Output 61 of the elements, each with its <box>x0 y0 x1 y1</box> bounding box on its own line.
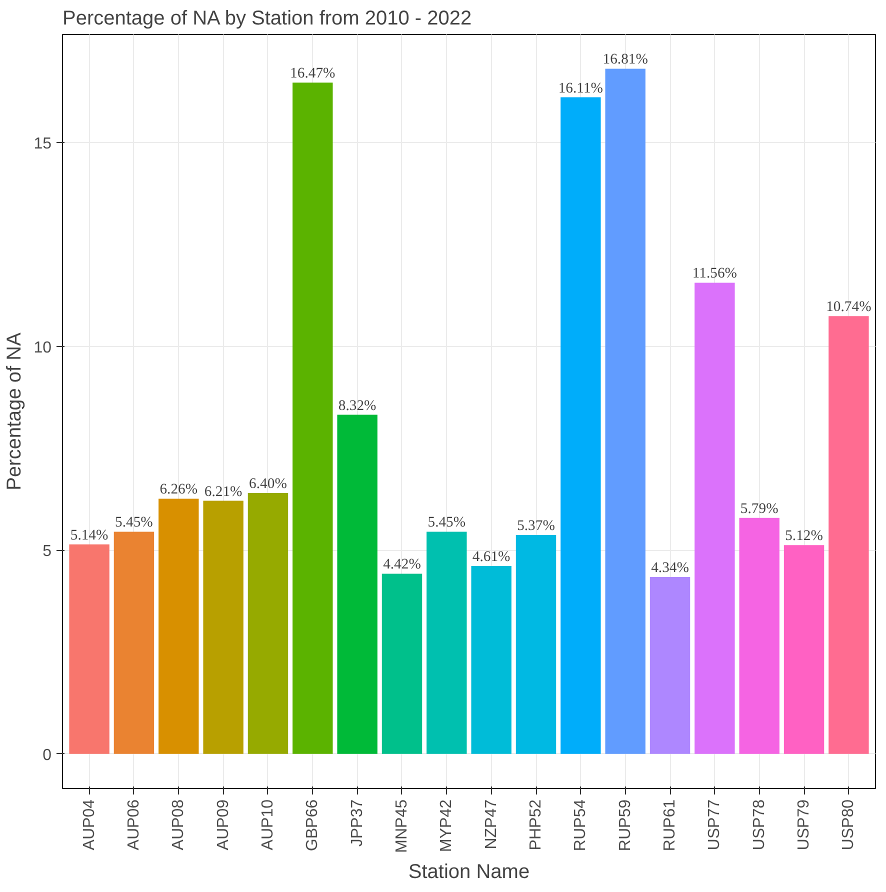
data-label: 8.32% <box>338 398 376 414</box>
data-label: 6.21% <box>204 484 242 500</box>
data-label: 5.79% <box>740 500 778 517</box>
x-tick-label: RUP59 <box>616 799 634 852</box>
bar <box>426 532 467 754</box>
bar <box>739 518 780 754</box>
x-tick-label: AUP10 <box>259 799 276 850</box>
bar <box>650 576 690 754</box>
x-tick-label: USP79 <box>796 799 813 850</box>
x-tick-label: AUP06 <box>125 799 142 850</box>
x-tick-label: AUP09 <box>214 799 232 850</box>
bar <box>694 282 735 754</box>
x-tick-label: PHP52 <box>528 799 545 850</box>
data-label: 16.47% <box>290 66 336 82</box>
bar <box>828 316 869 754</box>
x-tick-label: RUP61 <box>662 799 679 852</box>
bar <box>248 493 288 754</box>
bar <box>382 574 422 754</box>
data-label: 4.34% <box>651 560 689 576</box>
data-label: 5.45% <box>428 514 466 531</box>
bar <box>605 68 646 754</box>
x-tick-label: JPP37 <box>348 799 366 847</box>
bar <box>784 545 824 754</box>
x-tick-label: USP77 <box>706 799 724 850</box>
y-tick-label: 5 <box>42 543 52 560</box>
bar <box>114 532 154 754</box>
x-tick-label: AUP08 <box>170 799 188 850</box>
bar <box>471 566 512 754</box>
data-label: 5.45% <box>115 514 153 531</box>
data-label: 5.37% <box>517 518 555 534</box>
chart-title: Percentage of NA by Station from 2010 - 2022 <box>62 8 472 30</box>
data-label: 11.56% <box>692 266 738 282</box>
x-tick-label: RUP54 <box>572 799 590 852</box>
x-tick-label: USP78 <box>750 799 768 850</box>
bar <box>337 414 378 754</box>
x-tick-label: GBP66 <box>304 799 322 852</box>
data-label: 16.81% <box>602 52 648 68</box>
data-label: 4.61% <box>472 548 510 565</box>
data-label: 6.40% <box>249 476 287 492</box>
bar <box>158 498 199 754</box>
x-tick-label: AUP04 <box>80 799 98 850</box>
y-axis-title: Percentage of NA <box>4 332 26 490</box>
x-tick-label: MYP42 <box>438 799 456 852</box>
data-label: 5.14% <box>70 527 108 544</box>
data-label: 4.42% <box>383 556 421 573</box>
bar <box>560 97 601 754</box>
data-label: 10.74% <box>826 299 872 316</box>
bar <box>69 544 110 754</box>
data-label: 16.11% <box>558 80 604 96</box>
x-axis-title: Station Name <box>408 860 530 883</box>
x-tick-label: NZP47 <box>482 799 500 850</box>
y-tick-label: 15 <box>34 136 52 153</box>
bar <box>516 534 556 754</box>
bar <box>203 500 244 754</box>
bar <box>292 82 333 754</box>
x-tick-label: USP80 <box>840 799 858 850</box>
data-label: 5.12% <box>785 528 823 544</box>
y-tick-label: 0 <box>42 746 52 764</box>
y-tick-label: 10 <box>34 339 52 356</box>
data-label: 6.26% <box>160 482 198 498</box>
x-tick-label: MNP45 <box>393 799 410 853</box>
